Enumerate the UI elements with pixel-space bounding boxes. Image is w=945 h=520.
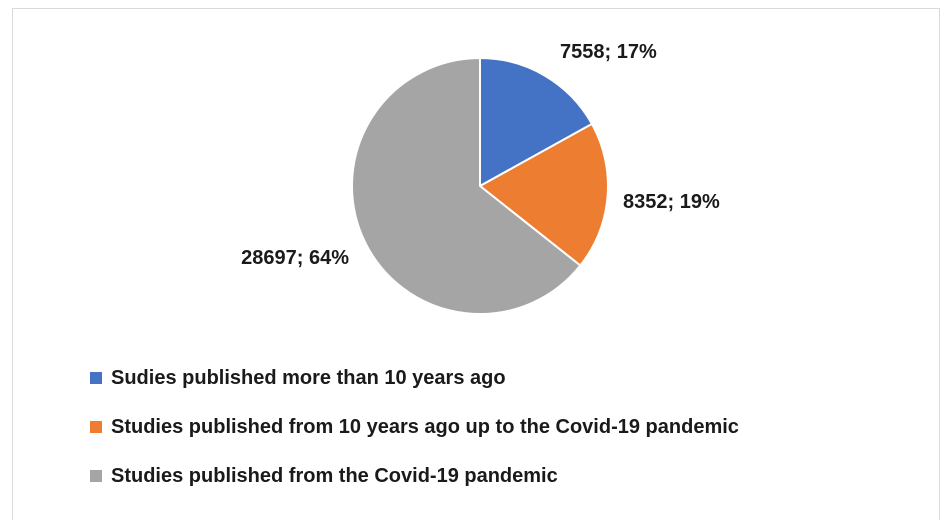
data-label-older-studies: 7558; 17% [560,41,657,63]
legend-item-pre-covid-studies: Studies published from 10 years ago up t… [90,415,739,439]
pie-slice-pre-covid-studies [479,122,609,267]
pie-slice-covid-studies [351,57,582,315]
legend-label: Sudies published more than 10 years ago [111,366,506,389]
legend-swatch [90,421,102,433]
legend: Sudies published more than 10 years ago … [90,366,739,513]
legend-swatch [90,470,102,482]
legend-item-covid-studies: Studies published from the Covid-19 pand… [90,464,739,488]
legend-item-older-studies: Sudies published more than 10 years ago [90,366,739,390]
legend-label: Studies published from 10 years ago up t… [111,415,739,438]
data-labels: 7558; 17% 8352; 19% 28697; 64% [241,41,720,269]
pie-slices [351,57,609,315]
data-label-pre-covid-studies: 8352; 19% [623,191,720,213]
legend-swatch [90,372,102,384]
data-label-covid-studies: 28697; 64% [241,247,349,269]
pie-slice-older-studies [479,57,593,187]
legend-label: Studies published from the Covid-19 pand… [111,464,558,487]
